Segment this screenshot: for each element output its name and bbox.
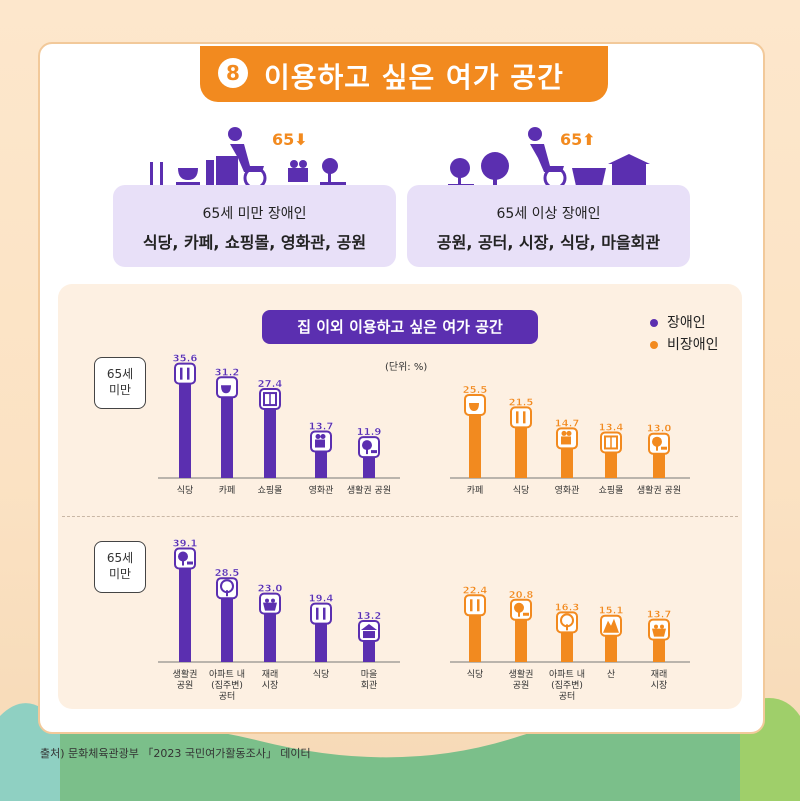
tick-label: 산 [607, 669, 615, 680]
tick-label: 식당 [467, 669, 484, 680]
under65-info-box: 65세 미만 장애인 식당, 카페, 쇼핑몰, 영화관, 공원 [113, 185, 396, 267]
data-label: 31.2 [215, 367, 240, 378]
bar [221, 582, 233, 662]
utensils-icon [310, 602, 332, 625]
utensils-icon [174, 362, 196, 385]
bar [469, 398, 481, 478]
source-note: 출처) 문화체육관광부 「2023 국민여가활동조사」 데이터 [40, 747, 311, 760]
coffee-icon [216, 376, 238, 399]
tree-icon [216, 577, 238, 600]
under65-illustration [150, 127, 346, 190]
mountain-icon [600, 614, 622, 637]
legend-label-nondisabled: 비장애인 [667, 337, 719, 353]
tick-label: 재래 시장 [651, 669, 668, 691]
data-label: 20.8 [509, 590, 534, 601]
legend-item-nondisabled: 비장애인 [650, 334, 719, 354]
legend-label-disabled: 장애인 [667, 315, 706, 331]
tick-label: 영화관 [555, 485, 580, 496]
legend-swatch-nondisabled [650, 341, 658, 349]
data-label: 14.7 [555, 418, 580, 429]
data-label: 13.2 [357, 611, 382, 622]
tick-label: 카페 [467, 485, 484, 496]
data-label: 23.0 [258, 584, 283, 595]
group-label-bottom-text: 65세 미만 [106, 551, 134, 581]
tick-label: 식당 [313, 669, 330, 680]
tick-label: 쇼핑몰 [599, 485, 624, 496]
basket-icon [259, 592, 281, 615]
over65-age-badge: 65⬆ [560, 130, 596, 149]
data-label: 28.5 [215, 568, 240, 579]
bar [221, 381, 233, 478]
data-label: 25.5 [463, 385, 488, 396]
over65-info-heading: 65세 이상 장애인 [496, 206, 601, 222]
hall-icon [358, 620, 380, 643]
data-label: 13.7 [309, 422, 334, 433]
bar [179, 552, 191, 662]
data-label: 13.4 [599, 422, 624, 433]
camera-icon [556, 427, 578, 450]
data-label: 16.3 [555, 602, 580, 613]
chart-1: 35.6 식당 31.2 카페 27.4 쇼핑몰 13.7 영화관 11.9 생활권 공원 [158, 353, 400, 496]
park-icon [648, 432, 670, 455]
coffee-icon [464, 393, 486, 416]
bar [264, 393, 276, 478]
group-label-bottom: 65세 미만 [94, 541, 146, 593]
tick-label: 식당 [177, 485, 194, 496]
section-divider [62, 516, 738, 517]
utensils-icon [510, 406, 532, 429]
group-label-top: 65세 미만 [94, 357, 146, 409]
chart-panel [58, 284, 742, 709]
basket-icon [648, 618, 670, 641]
title-banner [200, 46, 608, 102]
tick-label: 카페 [219, 485, 236, 496]
tick-label: 생활권 공원 [637, 484, 681, 496]
tick-label: 아파트 내 (집주변) 공터 [209, 669, 245, 702]
data-label: 15.1 [599, 606, 624, 617]
over65-info-places: 공원, 공터, 시장, 식당, 마을회관 [436, 233, 661, 252]
data-label: 35.6 [173, 354, 198, 365]
tick-label: 쇼핑몰 [258, 485, 283, 496]
chart-2: 25.5 카페 21.5 식당 14.7 영화관 13.4 쇼핑몰 13.0 생활권 공원 [450, 385, 690, 496]
park-icon [358, 436, 380, 459]
unit-label: (단위: %) [385, 362, 428, 373]
tick-label: 생활권 공원 [509, 668, 534, 691]
data-label: 13.7 [647, 610, 672, 621]
under65-info-heading: 65세 미만 장애인 [202, 206, 307, 222]
title-number-badge: 8 [218, 58, 248, 88]
chart-4: 22.4 식당 20.8 생활권 공원 16.3 아파트 내 (집주변) 공터 15.1 산 13.7… [450, 585, 690, 702]
chart-title: 집 이외 이용하고 싶은 여가 공간 [262, 310, 538, 344]
bar [179, 367, 191, 478]
tick-label: 식당 [513, 485, 530, 496]
tick-label: 생활권 공원 [347, 484, 391, 496]
tick-label: 마을 회관 [361, 669, 378, 691]
tick-label: 영화관 [309, 485, 334, 496]
park-icon [510, 598, 532, 621]
tick-label: 생활권 공원 [173, 668, 198, 691]
chart-3: 39.1 생활권 공원 28.5 아파트 내 (집주변) 공터 23.0 재래 시장 19.4 식당 1… [158, 538, 400, 702]
building-icon [600, 431, 622, 454]
data-label: 21.5 [509, 397, 534, 408]
background-hills [0, 698, 800, 801]
tick-label: 재래 시장 [262, 669, 279, 691]
data-label: 13.0 [647, 424, 672, 435]
data-label: 11.9 [357, 427, 382, 438]
data-label: 19.4 [309, 594, 334, 605]
legend-swatch-disabled [650, 319, 658, 327]
tree-icon [556, 611, 578, 634]
under65-age-badge: 65⬇ [272, 130, 308, 149]
park-icon [174, 547, 196, 570]
data-label: 27.4 [258, 379, 283, 390]
over65-info-box: 65세 이상 장애인 공원, 공터, 시장, 식당, 마을회관 [407, 185, 690, 267]
data-label: 22.4 [463, 585, 488, 596]
building-icon [259, 388, 281, 411]
under65-info-places: 식당, 카페, 쇼핑몰, 영화관, 공원 [142, 233, 367, 252]
group-label-top-text: 65세 미만 [106, 367, 134, 397]
page-title: 이용하고 싶은 여가 공간 [264, 61, 564, 94]
utensils-icon [464, 594, 486, 617]
data-label: 39.1 [173, 539, 198, 550]
legend-item-disabled: 장애인 [650, 312, 706, 332]
tick-label: 아파트 내 (집주변) 공터 [549, 669, 585, 702]
camera-icon [310, 430, 332, 453]
